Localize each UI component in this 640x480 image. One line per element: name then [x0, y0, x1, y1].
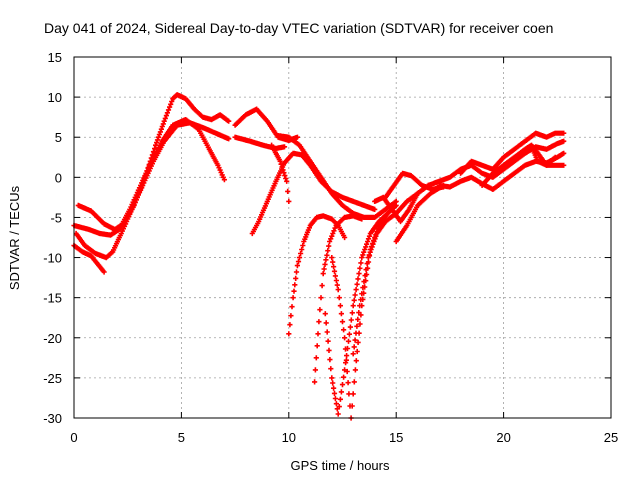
y-tick-label: 15: [48, 50, 62, 65]
series-marks-track-q: [393, 182, 447, 245]
series-track-m: [329, 210, 391, 421]
y-tick-label: -30: [43, 411, 62, 426]
series-marks-track-o: [372, 182, 431, 225]
series-marks-track-k: [312, 213, 365, 385]
series-track-c: [73, 120, 232, 261]
y-tick-label: 0: [55, 170, 62, 185]
series-marks-track-i: [275, 133, 399, 220]
series-marks-track-h: [269, 142, 292, 204]
series-marks-track-m: [329, 210, 391, 421]
x-axis-label: GPS time / hours: [291, 458, 390, 473]
axis-ticks: [73, 56, 612, 419]
series-track-i: [275, 133, 399, 220]
series-marks-track-c: [73, 120, 232, 261]
series-track-q: [393, 182, 447, 245]
x-tick-label: 25: [604, 430, 618, 445]
series-track-v: [528, 144, 558, 168]
plot-frame: [73, 56, 612, 419]
y-tick-label: 10: [48, 90, 62, 105]
series-marks-track-j: [286, 213, 348, 337]
y-tick-label: -20: [43, 331, 62, 346]
y-tick-label: -10: [43, 251, 62, 266]
y-tick-label: -5: [50, 210, 62, 225]
x-tick-label: 0: [70, 430, 77, 445]
y-tick-label: 5: [55, 130, 62, 145]
series-track-j: [286, 213, 348, 337]
x-tick-label: 5: [178, 430, 185, 445]
data-series: [71, 92, 567, 421]
tick-labels: 0 5 10 15 20 25 -30 -25 -20 -15 -10 -5 0 5 10 15: [43, 50, 618, 445]
y-tick-label: -25: [43, 371, 62, 386]
series-track-l: [322, 202, 399, 417]
x-tick-label: 10: [282, 430, 296, 445]
series-marks-track-t: [458, 130, 567, 176]
series-track-t: [458, 130, 567, 176]
x-tick-label: 15: [389, 430, 403, 445]
series-track-o: [372, 182, 431, 225]
chart-title: Day 041 of 2024, Sidereal Day-to-day VTE…: [44, 20, 553, 36]
series-track-h: [269, 142, 292, 204]
y-tick-label: -15: [43, 291, 62, 306]
x-tick-label: 20: [496, 430, 510, 445]
y-axis-label: SDTVAR / TECUs: [7, 185, 22, 290]
series-track-k: [312, 213, 365, 385]
series-marks-track-v: [528, 144, 558, 168]
series-marks-track-l: [322, 202, 399, 417]
